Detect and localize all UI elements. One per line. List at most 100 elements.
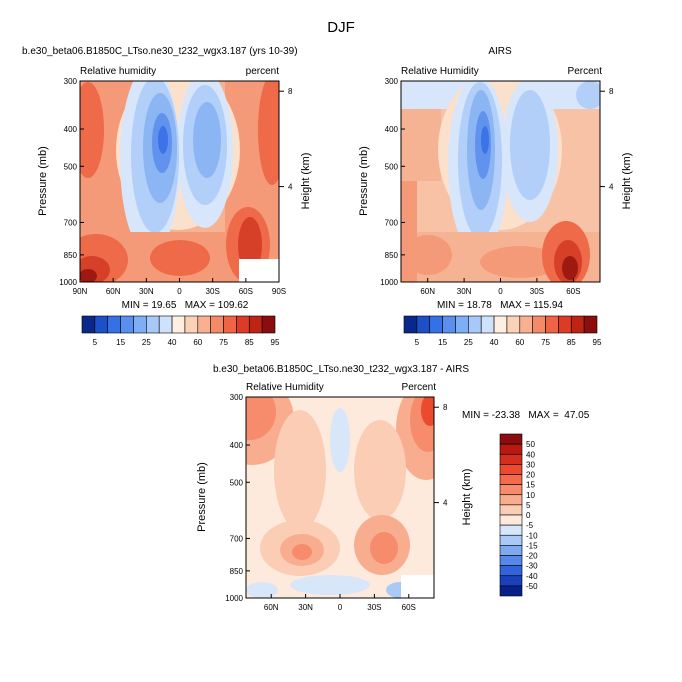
panel-airs-ytick-label: 500 (385, 162, 399, 171)
panel-diff-colorbar-box (499, 474, 523, 485)
panel-model-colorbar-box (197, 315, 211, 334)
panel-model-colorbar-box (133, 315, 147, 334)
panel-airs-stats: MIN = 18.78 MAX = 115.94 (437, 300, 563, 311)
panel-model-colorbar-label: 15 (116, 338, 125, 347)
panel-diff-colorbar-label: 50 (526, 440, 535, 449)
panel-diff-xtick-label: 0 (338, 603, 343, 612)
panel-airs-ytick-label: 400 (385, 125, 399, 134)
panel-model-colorbar-box (81, 315, 96, 334)
panel-airs-colorbar-box (558, 315, 572, 334)
panel-diff-colorbar-box (499, 494, 523, 506)
panel-airs-colorbar-label: 25 (464, 338, 473, 347)
panel-model-colorbar-box (236, 315, 250, 334)
panel-model-ytick-label: 400 (64, 125, 78, 134)
panel-diff-colorbar-box (499, 453, 523, 465)
panel-airs-colorbar-box (455, 315, 469, 334)
figure-title: DJF (327, 19, 355, 36)
panel-diff-colorbar-label: -20 (526, 552, 538, 561)
panel-diff-title: b.e30_beta06.B1850C_LTso.ne30_t232_wgx3.… (213, 364, 469, 375)
panel-model-xtick-label: 0 (177, 287, 182, 296)
panel-airs-xtick-label: 30N (457, 287, 472, 296)
panel-airs-colorbar-label: 5 (415, 338, 420, 347)
panel-model-colorbar-label: 5 (93, 338, 98, 347)
panel-diff-colorbar-label: -5 (526, 521, 534, 530)
panel-model-colorbar-box (210, 315, 224, 334)
panel-model-colorbar-box (120, 315, 134, 334)
panel-airs-title: AIRS (488, 46, 512, 57)
panel-airs-colorbar-box (532, 315, 546, 334)
panel-diff-colorbar-box (499, 504, 523, 516)
panel-diff-colorbar-label: 10 (526, 491, 535, 500)
panel-airs-xtick-label: 30S (530, 287, 544, 296)
panel-diff-colorbar-box (499, 464, 523, 475)
panel-model-xtick-label: 90S (272, 287, 286, 296)
panel-diff-left-label: Relative Humidity (246, 382, 324, 393)
panel-diff-colorbar-box (499, 575, 523, 587)
panel-airs-left-label: Relative Humidity (401, 66, 479, 77)
panel-airs-xtick-label: 60N (420, 287, 435, 296)
panel-model-colorbar-box (171, 315, 186, 334)
panel-diff-y2tick-label: 4 (443, 499, 448, 508)
panel-model-xtick-label: 30S (206, 287, 220, 296)
panel-model-left-label: Relative humidity (80, 66, 156, 77)
panel-airs-y2tick-label: 4 (609, 183, 614, 192)
panel-diff-ytick-label: 1000 (225, 594, 243, 603)
panel-model-ytick-label: 850 (64, 251, 78, 260)
panel-airs-colorbar-box (545, 315, 559, 334)
panel-diff-colorbar-box (499, 524, 523, 536)
panel-diff-colorbar-label: 15 (526, 481, 535, 490)
panel-diff-colorbar-box (499, 545, 523, 556)
panel-diff-colorbar-label: 5 (526, 501, 531, 510)
panel-airs-right-label: Percent (568, 66, 603, 77)
panel-airs-ytick-label: 1000 (380, 278, 398, 287)
panel-diff-colorbar-label: 0 (526, 511, 531, 520)
panel-diff-colorbar-label: 40 (526, 450, 535, 459)
panel-airs-colorbar-box (493, 315, 508, 334)
panel-airs-colorbar-label: 15 (438, 338, 447, 347)
panel-model-colorbar-box (223, 315, 237, 334)
panel-airs-colorbar-label: 60 (515, 338, 524, 347)
panel-diff: b.e30_beta06.B1850C_LTso.ne30_t232_wgx3.… (196, 364, 590, 612)
panel-diff-colorbar-box (499, 514, 523, 526)
panel-diff-colorbar-label: 20 (526, 471, 535, 480)
panel-model-y2tick-label: 4 (288, 183, 293, 192)
panel-diff-colorbar-label: -50 (526, 582, 538, 591)
panel-model-colorbar-box (261, 315, 276, 334)
panel-airs-ytick-label: 300 (385, 77, 399, 86)
panel-diff-xtick-label: 60N (264, 603, 279, 612)
panel-diff-y2label: Height (km) (461, 469, 473, 526)
panel-diff-field (246, 397, 434, 598)
panel-airs-colorbar-box (570, 315, 585, 334)
panel-airs-colorbar: 5 15 25 40 60 75 85 95 (403, 315, 602, 347)
panel-airs-colorbar-box (442, 315, 456, 334)
panel-diff-colorbar-box (499, 433, 523, 445)
panel-diff-xtick-label: 30S (367, 603, 381, 612)
panel-model-ylabel: Pressure (mb) (37, 146, 49, 216)
panel-airs-xtick-label: 0 (498, 287, 503, 296)
panel-model-colorbar-label: 75 (219, 338, 228, 347)
panel-airs-ytick-label: 850 (385, 251, 399, 260)
panel-diff-ytick-label: 500 (230, 478, 244, 487)
panel-model-colorbar-label: 25 (142, 338, 151, 347)
panel-diff-ytick-label: 400 (230, 441, 244, 450)
panel-model-colorbar-box (107, 315, 121, 334)
panel-airs-colorbar-label: 40 (490, 338, 499, 347)
panel-diff-xtick-label: 30N (298, 603, 313, 612)
panel-diff-ylabel: Pressure (mb) (196, 462, 208, 532)
panel-airs-field (401, 81, 600, 282)
panel-diff-colorbar-box (499, 565, 523, 577)
panel-diff-stats: MIN = -23.38 MAX = 47.05 (462, 410, 590, 421)
panel-model-right-label: percent (246, 66, 280, 77)
panel-diff-colorbar-box (499, 555, 523, 566)
panel-airs-xtick-label: 60S (566, 287, 580, 296)
panel-airs-colorbar-label: 75 (541, 338, 550, 347)
panel-diff-colorbar-label: -10 (526, 531, 538, 540)
panel-airs-colorbar-box (429, 315, 443, 334)
panel-model-ytick-label: 500 (64, 162, 78, 171)
panel-model-stats: MIN = 19.65 MAX = 109.62 (122, 300, 249, 311)
panel-model-xtick-label: 60S (239, 287, 253, 296)
panel-model-colorbar-box (146, 315, 160, 334)
panel-diff-colorbar-box (499, 443, 523, 455)
